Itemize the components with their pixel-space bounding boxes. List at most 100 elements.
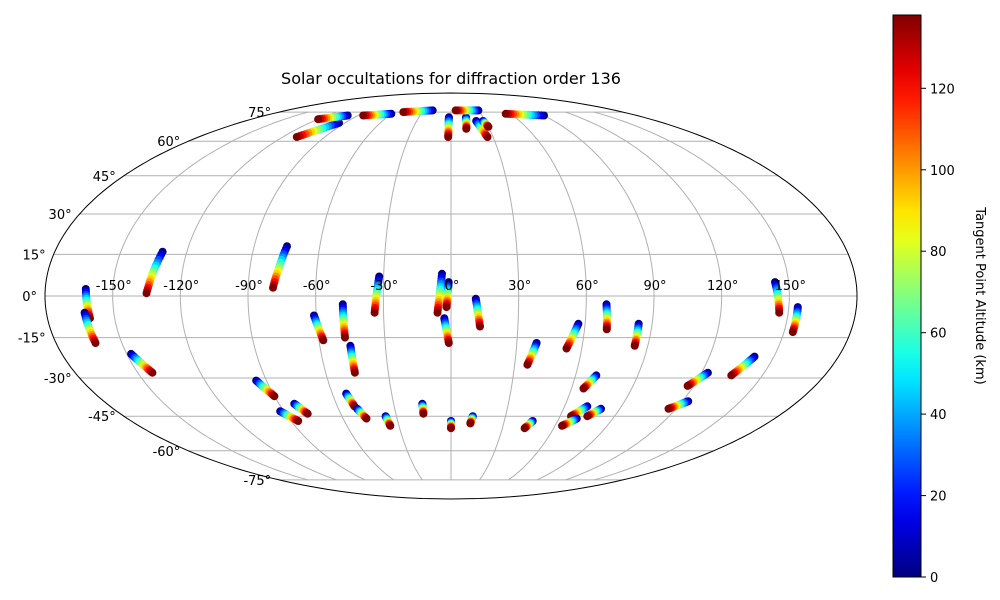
occultation-track bbox=[80, 308, 100, 347]
lon-tick-label: -120° bbox=[163, 279, 199, 294]
data-point bbox=[359, 111, 368, 120]
lon-labels: -150° -120° -90° -60° -30° 0° 30° 60° 90° 120° 150… bbox=[96, 279, 806, 294]
colorbar-tick-label: 60 bbox=[930, 327, 947, 342]
occultation-track bbox=[451, 106, 483, 115]
data-point bbox=[483, 133, 492, 141]
occultation-track bbox=[664, 397, 693, 413]
data-point bbox=[523, 360, 532, 369]
occultation-track bbox=[370, 272, 384, 317]
occultation-track bbox=[466, 412, 477, 428]
occultation-track bbox=[399, 106, 437, 117]
occultation-track bbox=[346, 341, 359, 377]
occultation-track bbox=[630, 319, 643, 350]
lat-tick-label: -45° bbox=[88, 410, 116, 425]
lat-tick-label: 45° bbox=[93, 170, 116, 185]
lat-tick-label: -75° bbox=[243, 474, 271, 489]
occultation-track bbox=[558, 414, 581, 430]
colorbar-ticks: 0 20 40 60 80 100 120 bbox=[921, 82, 955, 586]
data-point bbox=[341, 333, 349, 342]
occultation-track bbox=[290, 399, 312, 418]
data-point bbox=[386, 421, 395, 430]
data-point bbox=[602, 325, 611, 334]
colorbar-label: Tangent Point Altitude (km) bbox=[972, 206, 987, 384]
data-point bbox=[664, 404, 673, 413]
lon-tick-label: -30° bbox=[370, 279, 398, 294]
data-point bbox=[583, 412, 592, 421]
data-point bbox=[270, 392, 279, 401]
occultation-track bbox=[252, 376, 279, 401]
occultation-track bbox=[562, 319, 583, 353]
occultation-track bbox=[520, 417, 537, 433]
data-point bbox=[303, 409, 312, 418]
data-point bbox=[775, 308, 784, 317]
data-point bbox=[433, 308, 442, 317]
data-point bbox=[683, 381, 692, 390]
occultation-track bbox=[292, 118, 343, 141]
occultation-track bbox=[418, 399, 428, 418]
occultation-track bbox=[359, 109, 396, 120]
occultation-track bbox=[440, 314, 453, 347]
occultation-track bbox=[523, 339, 541, 369]
data-point bbox=[501, 109, 510, 118]
occultation-track bbox=[579, 371, 601, 393]
data-point bbox=[442, 303, 451, 312]
colorbar-tick-label: 120 bbox=[930, 82, 955, 97]
colorbar bbox=[892, 14, 922, 578]
occultation-track bbox=[583, 404, 605, 421]
occultation-track bbox=[771, 278, 784, 317]
data-point bbox=[419, 409, 428, 418]
data-point bbox=[142, 289, 151, 298]
map-points bbox=[80, 106, 802, 433]
data-point bbox=[451, 106, 460, 115]
data-point bbox=[579, 384, 588, 393]
lon-tick-label: -150° bbox=[96, 279, 132, 294]
occultation-track bbox=[471, 294, 484, 331]
occultation-track bbox=[602, 300, 611, 334]
occultation-track bbox=[788, 303, 802, 337]
lon-tick-label: 60° bbox=[576, 279, 599, 294]
lat-tick-label: 30° bbox=[49, 208, 72, 223]
data-point bbox=[350, 368, 359, 377]
lon-tick-label: 0° bbox=[445, 279, 460, 294]
data-point bbox=[466, 419, 475, 428]
data-point bbox=[294, 417, 303, 425]
data-point bbox=[484, 122, 493, 131]
lat-tick-label: 75° bbox=[248, 106, 271, 121]
data-point bbox=[630, 341, 639, 350]
data-point bbox=[148, 368, 157, 377]
data-point bbox=[91, 339, 100, 347]
occultation-track bbox=[727, 352, 759, 380]
occultation-track bbox=[479, 117, 493, 131]
colorbar-tick-label: 0 bbox=[930, 571, 938, 586]
occultation-track bbox=[447, 417, 455, 433]
lon-tick-label: 30° bbox=[508, 279, 531, 294]
occultation-track bbox=[381, 412, 395, 430]
lat-tick-label: -60° bbox=[153, 445, 181, 460]
lon-tick-label: -60° bbox=[303, 279, 331, 294]
lat-tick-label: -30° bbox=[44, 372, 72, 387]
data-point bbox=[447, 424, 455, 433]
data-point bbox=[319, 336, 328, 345]
occultation-track bbox=[310, 311, 328, 345]
data-point bbox=[362, 414, 371, 423]
colorbar-tick-label: 100 bbox=[930, 164, 955, 179]
lon-tick-label: 90° bbox=[643, 279, 666, 294]
colorbar-tick-label: 80 bbox=[930, 245, 947, 260]
occultation-track bbox=[314, 111, 352, 124]
occultation-track bbox=[142, 247, 167, 298]
occultation-track bbox=[501, 109, 548, 120]
lat-tick-label: 60° bbox=[157, 135, 180, 150]
data-point bbox=[562, 344, 571, 353]
data-point bbox=[444, 339, 453, 347]
occultation-track bbox=[276, 407, 303, 425]
data-point bbox=[520, 424, 529, 433]
data-point bbox=[292, 133, 301, 141]
colorbar-tick-label: 40 bbox=[930, 408, 947, 423]
lat-tick-label: -15° bbox=[18, 332, 46, 347]
data-point bbox=[476, 322, 484, 331]
data-point bbox=[462, 124, 471, 133]
data-point bbox=[558, 421, 566, 430]
lon-tick-label: 150° bbox=[775, 279, 806, 294]
occultation-track bbox=[433, 269, 446, 317]
